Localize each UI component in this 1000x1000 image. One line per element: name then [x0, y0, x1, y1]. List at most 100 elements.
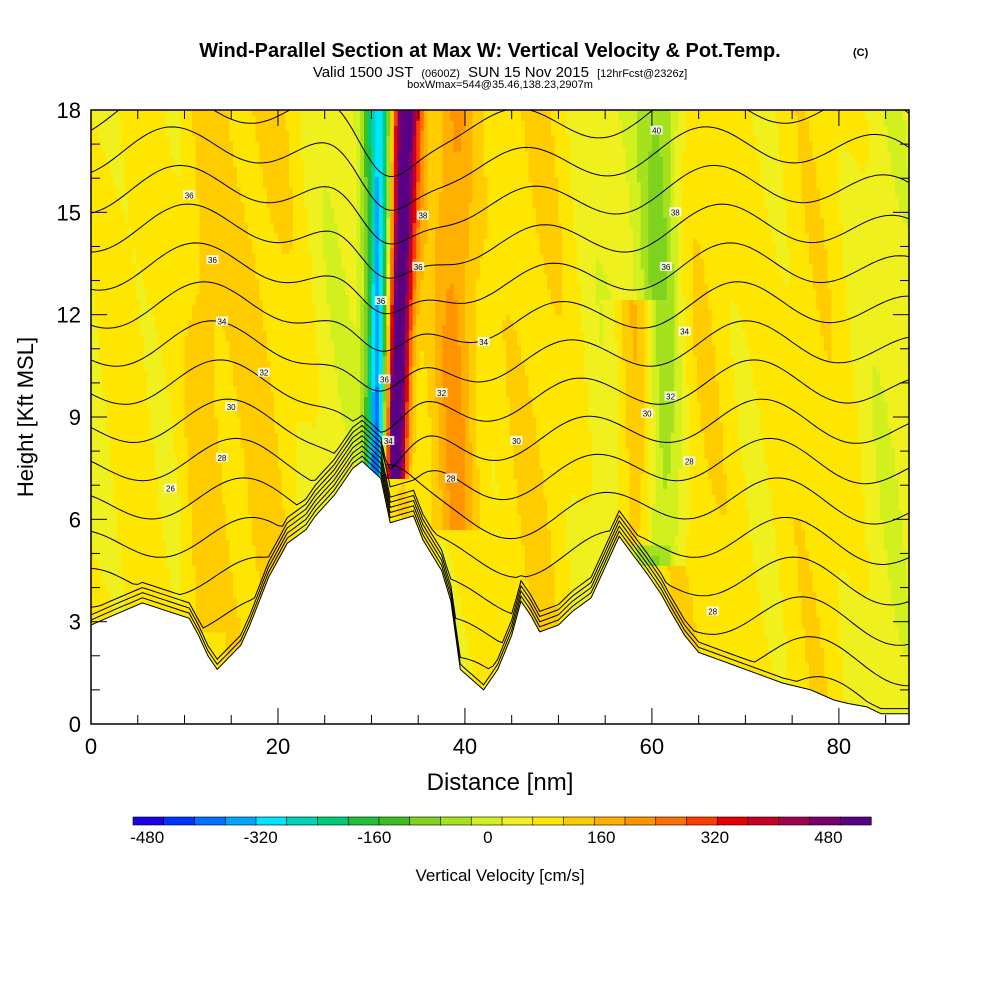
- velocity-cell: [180, 340, 185, 346]
- velocity-cell: [236, 555, 242, 561]
- velocity-cell: [135, 575, 141, 582]
- velocity-cell: [199, 611, 204, 618]
- velocity-cell: [94, 396, 99, 403]
- velocity-cell: [199, 570, 204, 577]
- velocity-cell: [248, 376, 253, 382]
- velocity-cell: [221, 611, 227, 618]
- velocity-cell: [154, 161, 159, 167]
- velocity-cell: [192, 370, 197, 377]
- velocity-cell: [98, 202, 103, 208]
- velocity-cell: [165, 309, 171, 316]
- velocity-cell: [218, 519, 223, 525]
- velocity-cell: [124, 483, 129, 490]
- velocity-cell: [139, 186, 144, 193]
- velocity-cell: [173, 314, 178, 321]
- velocity-cell: [255, 340, 260, 346]
- velocity-cell: [91, 171, 96, 178]
- velocity-cell: [124, 432, 129, 438]
- velocity-cell: [214, 115, 219, 121]
- velocity-cell: [132, 365, 137, 372]
- velocity-cell: [173, 580, 178, 587]
- velocity-cell: [188, 110, 193, 116]
- velocity-cell: [180, 544, 185, 551]
- velocity-cell: [244, 217, 249, 224]
- velocity-cell: [203, 386, 208, 392]
- velocity-cell: [180, 309, 185, 316]
- velocity-cell: [225, 309, 230, 316]
- velocity-cell: [135, 248, 141, 254]
- velocity-cell: [162, 493, 167, 500]
- velocity-cell: [177, 422, 182, 428]
- velocity-cell: [195, 284, 200, 290]
- velocity-cell: [199, 565, 204, 572]
- velocity-cell: [218, 601, 223, 607]
- velocity-cell: [244, 166, 249, 172]
- velocity-cell: [263, 401, 268, 408]
- velocity-cell: [229, 529, 234, 536]
- velocity-cell: [102, 135, 107, 142]
- velocity-cell: [251, 550, 257, 556]
- velocity-cell: [270, 207, 275, 213]
- velocity-cell: [218, 555, 223, 561]
- velocity-cell: [221, 488, 227, 495]
- velocity-cell: [154, 396, 159, 403]
- velocity-cell: [203, 565, 208, 572]
- velocity-cell: [203, 314, 208, 321]
- velocity-cell: [94, 145, 99, 152]
- velocity-cell: [117, 289, 122, 295]
- velocity-cell: [248, 166, 253, 172]
- velocity-cell: [128, 381, 133, 387]
- velocity-cell: [158, 529, 163, 536]
- velocity-cell: [98, 340, 103, 346]
- velocity-cell: [135, 207, 141, 213]
- velocity-cell: [154, 509, 159, 515]
- velocity-cell: [199, 463, 204, 469]
- velocity-cell: [221, 411, 227, 418]
- velocity-cell: [162, 396, 167, 403]
- velocity-cell: [165, 555, 171, 561]
- velocity-cell: [229, 478, 234, 485]
- velocity-cell: [98, 186, 103, 193]
- velocity-cell: [240, 498, 245, 505]
- velocity-cell: [248, 227, 253, 234]
- velocity-cell: [117, 263, 122, 270]
- velocity-cell: [124, 186, 129, 193]
- velocity-cell: [206, 110, 212, 116]
- velocity-cell: [139, 376, 144, 382]
- velocity-cell: [263, 488, 268, 495]
- velocity-cell: [248, 493, 253, 500]
- velocity-cell: [173, 278, 178, 285]
- velocity-cell: [192, 463, 197, 469]
- velocity-cell: [120, 370, 126, 377]
- velocity-cell: [154, 340, 159, 346]
- velocity-cell: [124, 140, 129, 147]
- velocity-cell: [233, 519, 238, 525]
- velocity-cell: [236, 463, 242, 469]
- velocity-cell: [124, 171, 129, 178]
- velocity-cell: [229, 616, 234, 623]
- velocity-cell: [221, 642, 227, 648]
- velocity-cell: [203, 478, 208, 485]
- velocity-cell: [259, 335, 264, 341]
- velocity-cell: [109, 447, 114, 454]
- velocity-cell: [266, 493, 272, 500]
- velocity-cell: [266, 125, 272, 131]
- velocity-cell: [173, 150, 178, 157]
- velocity-cell: [184, 463, 189, 469]
- velocity-cell: [106, 478, 111, 485]
- velocity-cell: [91, 268, 96, 275]
- velocity-cell: [195, 232, 200, 239]
- velocity-cell: [109, 580, 114, 587]
- velocity-cell: [113, 591, 118, 597]
- velocity-cell: [218, 376, 223, 382]
- velocity-cell: [143, 575, 148, 582]
- velocity-cell: [184, 534, 189, 541]
- velocity-cell: [184, 171, 189, 178]
- velocity-cell: [143, 289, 148, 295]
- velocity-cell: [162, 381, 167, 387]
- velocity-cell: [120, 601, 126, 607]
- velocity-cell: [188, 314, 193, 321]
- velocity-cell: [210, 427, 215, 433]
- velocity-cell: [124, 237, 129, 244]
- velocity-cell: [188, 370, 193, 377]
